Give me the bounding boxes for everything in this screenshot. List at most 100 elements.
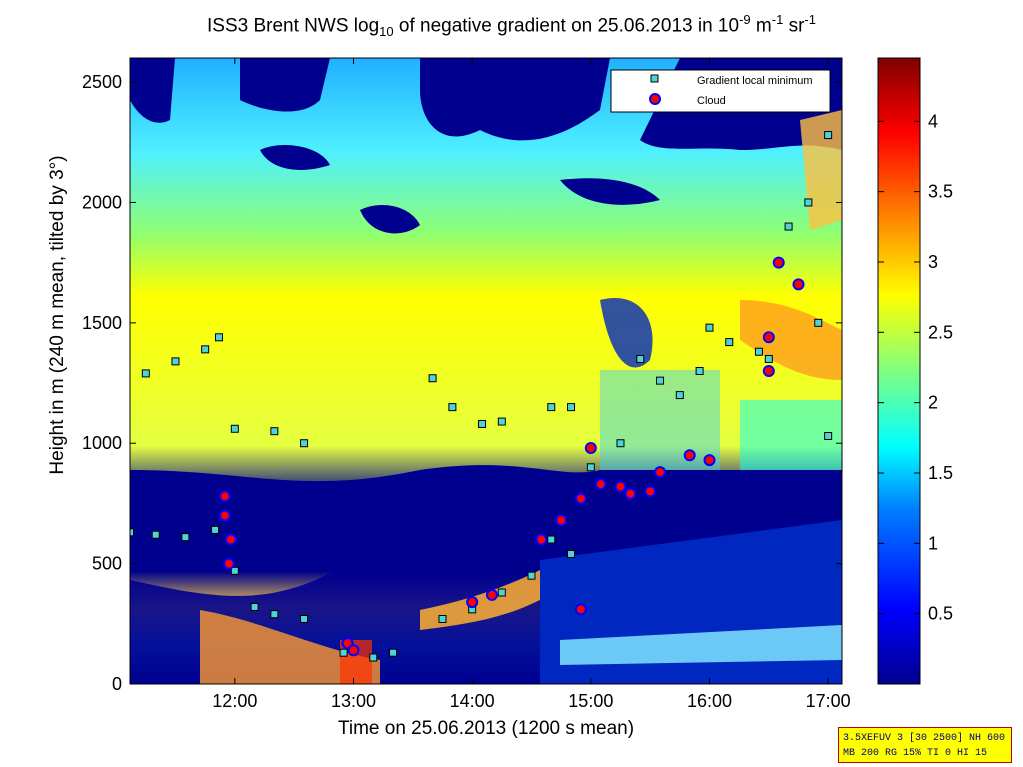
- gradient-minimum-point: [389, 648, 398, 657]
- legend: Gradient local minimum Cloud: [610, 69, 831, 113]
- cloud-point: [792, 278, 805, 291]
- gradient-minimum-point: [428, 374, 437, 383]
- cloud-point: [683, 449, 696, 462]
- gradient-minimum-point: [497, 588, 506, 597]
- cloud-point: [218, 490, 231, 503]
- gradient-minimum-point: [784, 222, 793, 231]
- legend-gradient-marker: [650, 74, 659, 83]
- gradient-minimum-point: [141, 369, 150, 378]
- info-box: 3.5XEFUV 3 [30 2500] NH 600 MB 200 RG 15…: [838, 727, 1012, 763]
- colorbar-tick-label: 3: [928, 252, 938, 272]
- gradient-minimum-point: [270, 427, 279, 436]
- gradient-minimum-point: [478, 419, 487, 428]
- colorbar-tick-label: 2.5: [928, 322, 953, 342]
- legend-cloud-marker: [649, 93, 661, 105]
- cloud-point: [574, 492, 587, 505]
- gradient-minimum-point: [547, 403, 556, 412]
- gradient-minimum-point: [181, 533, 190, 542]
- cloud-point: [347, 644, 360, 657]
- gradient-minimum-point: [300, 439, 309, 448]
- y-tick-label: 2500: [82, 72, 122, 92]
- gradient-minimum-point: [211, 525, 220, 534]
- gradient-minimum-point: [754, 347, 763, 356]
- cloud-point: [535, 533, 548, 546]
- gradient-minimum-point: [547, 535, 556, 544]
- gradient-minimum-point: [497, 417, 506, 426]
- y-axis-label: Height in m (240 m mean, tilted by 3°): [47, 155, 68, 475]
- gradient-minimum-point: [824, 131, 833, 140]
- x-tick-label: 15:00: [568, 691, 613, 711]
- y-tick-label: 0: [112, 674, 122, 694]
- y-tick-label: 1000: [82, 433, 122, 453]
- gradient-minimum-point: [695, 367, 704, 375]
- gradient-minimum-point: [339, 648, 348, 657]
- gradient-minimum-point: [448, 403, 457, 412]
- x-tick-label: 14:00: [450, 691, 495, 711]
- info-line-1: 3.5XEFUV 3 [30 2500] NH 600: [843, 733, 1006, 744]
- gradient-minimum-point: [230, 424, 239, 433]
- legend-gradient-label: Gradient local minimum: [697, 75, 813, 87]
- gradient-minimum-point: [300, 614, 309, 623]
- info-line-2: MB 200 RG 15% TI 0 HI 15: [843, 748, 988, 759]
- cloud-point: [624, 487, 637, 500]
- y-tick-label: 500: [92, 554, 122, 574]
- gradient-minimum-point: [725, 338, 734, 347]
- gradient-minimum-point: [824, 432, 833, 441]
- cloud-point: [218, 509, 231, 522]
- cloud-point: [762, 365, 775, 377]
- x-axis-label: Time on 25.06.2013 (1200 s mean): [337, 718, 635, 739]
- cloud-point: [555, 514, 568, 527]
- gradient-minimum-point: [616, 439, 625, 448]
- heatmap: [130, 58, 842, 684]
- cloud-point: [224, 533, 237, 546]
- gradient-minimum-point: [656, 376, 665, 385]
- gradient-minimum-point: [130, 528, 134, 537]
- x-tick-label: 13:00: [331, 691, 376, 711]
- cloud-point: [594, 478, 607, 491]
- colorbar-tick-label: 0.5: [928, 604, 953, 624]
- cloud-point: [614, 480, 627, 493]
- gradient-minimum-point: [230, 566, 239, 575]
- gradient-minimum-point: [215, 333, 223, 342]
- gradient-minimum-point: [151, 530, 160, 539]
- y-tick-label: 2000: [82, 192, 122, 212]
- gradient-minimum-point: [438, 614, 447, 623]
- gradient-minimum-point: [586, 463, 595, 472]
- colorbar-tick-label: 1: [928, 533, 938, 553]
- cloud-point: [574, 603, 587, 616]
- gradient-minimum-point: [675, 391, 684, 400]
- chart-title: ISS3 Brent NWS log10 of negative gradien…: [207, 12, 816, 40]
- colorbar: [877, 57, 921, 685]
- gradient-minimum-point: [270, 610, 279, 619]
- gradient-minimum-point: [567, 549, 576, 558]
- cloud-point: [466, 596, 479, 609]
- gradient-minimum-point: [764, 354, 773, 363]
- gradient-minimum-point: [567, 403, 576, 412]
- cloud-point: [654, 466, 667, 479]
- gradient-minimum-point: [636, 354, 645, 363]
- gradient-minimum-point: [705, 323, 714, 332]
- colorbar-tick-label: 4: [928, 111, 938, 131]
- cloud-point: [772, 256, 785, 269]
- y-tick-label: 1500: [82, 313, 122, 333]
- legend-cloud-label: Cloud: [697, 95, 726, 107]
- gradient-minimum-point: [369, 653, 378, 662]
- x-tick-label: 12:00: [212, 691, 257, 711]
- cloud-point: [644, 485, 657, 498]
- colorbar-tick-label: 2: [928, 393, 938, 413]
- colorbar-tick-label: 3.5: [928, 182, 953, 202]
- x-tick-label: 16:00: [687, 691, 732, 711]
- gradient-minimum-point: [201, 345, 210, 354]
- cloud-point: [703, 454, 716, 467]
- cloud-point: [485, 588, 498, 601]
- gradient-minimum-point: [250, 602, 259, 611]
- x-tick-label: 17:00: [806, 691, 851, 711]
- gradient-minimum-point: [814, 318, 823, 327]
- gradient-minimum-point: [171, 357, 180, 366]
- cloud-point: [222, 557, 235, 570]
- gradient-minimum-point: [804, 198, 813, 207]
- cloud-point: [584, 442, 597, 455]
- colorbar-tick-label: 1.5: [928, 463, 953, 483]
- gradient-minimum-point: [527, 571, 536, 580]
